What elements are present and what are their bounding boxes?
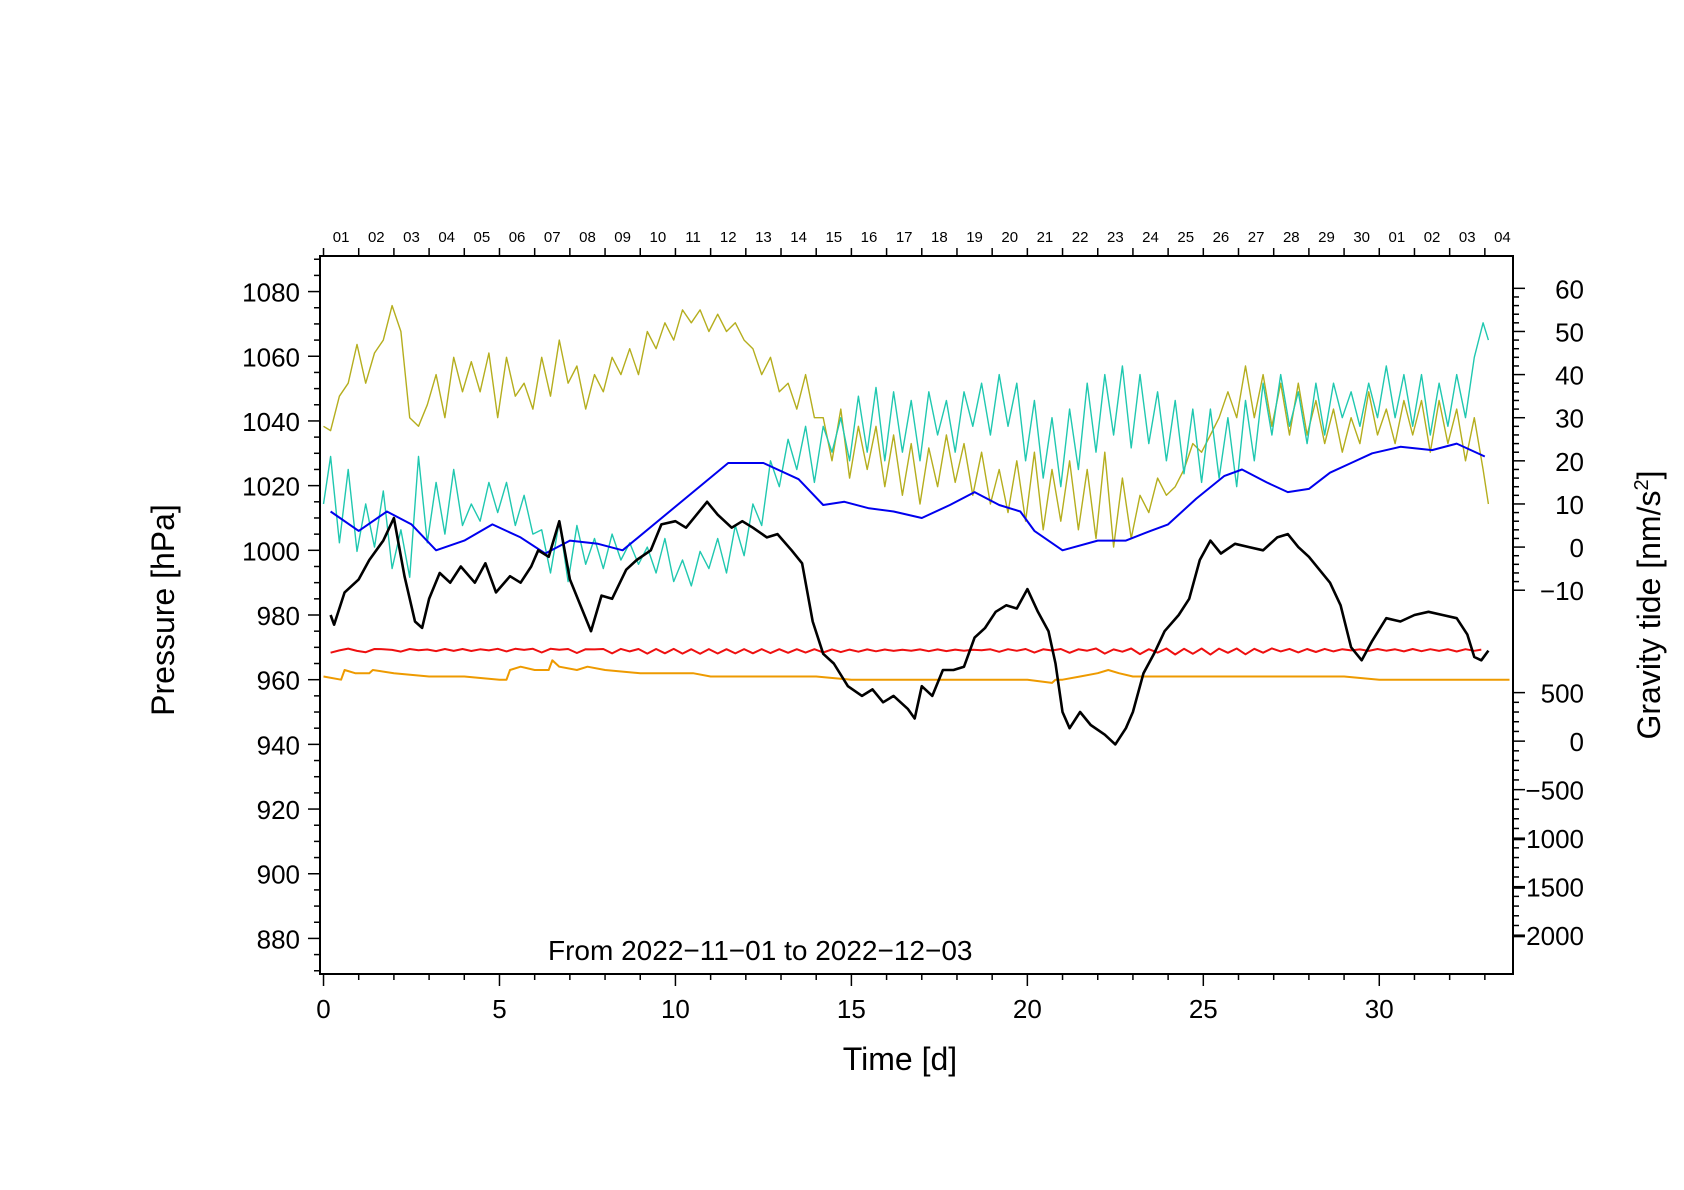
y-axis-label-right-main: Gravity tide [nm/s bbox=[1631, 491, 1667, 740]
day-label: 10 bbox=[649, 229, 666, 246]
day-label: 06 bbox=[509, 229, 526, 246]
pressure-tick-label: 1040 bbox=[242, 407, 300, 437]
pressure-tick-label: 1000 bbox=[242, 536, 300, 566]
x-axis-label: Time [d] bbox=[843, 1041, 957, 1077]
day-label: 09 bbox=[614, 229, 631, 246]
pressure-tick-label: 920 bbox=[257, 795, 300, 825]
y-axis-label-right: Gravity tide [nm/s2] bbox=[1631, 471, 1667, 740]
ticks-layer bbox=[308, 248, 1525, 986]
series-residual-pressure bbox=[323, 659, 1510, 684]
tide-lower-tick-label: −1000 bbox=[1511, 824, 1584, 854]
day-label: 01 bbox=[333, 229, 350, 246]
time-tick-label: 20 bbox=[1013, 994, 1042, 1024]
series-observed-pressure bbox=[329, 500, 1490, 746]
day-label: 02 bbox=[1424, 229, 1441, 246]
day-label: 22 bbox=[1072, 229, 1089, 246]
day-label: 14 bbox=[790, 229, 807, 246]
series-tide-red bbox=[330, 647, 1482, 656]
day-label: 02 bbox=[368, 229, 385, 246]
day-label: 07 bbox=[544, 229, 561, 246]
time-tick-label: 15 bbox=[837, 994, 866, 1024]
day-label: 18 bbox=[931, 229, 948, 246]
series-tide-olive bbox=[323, 304, 1490, 548]
day-label: 26 bbox=[1213, 229, 1230, 246]
time-tick-label: 30 bbox=[1365, 994, 1394, 1024]
day-label: 16 bbox=[861, 229, 878, 246]
day-label: 17 bbox=[896, 229, 913, 246]
tide-lower-tick-label: 500 bbox=[1541, 679, 1584, 709]
series-tide-green bbox=[322, 322, 1490, 587]
series-layer bbox=[322, 304, 1510, 746]
y-axis-label-right-sup: 2 bbox=[1631, 479, 1653, 490]
day-label: 12 bbox=[720, 229, 737, 246]
day-label: 24 bbox=[1142, 229, 1159, 246]
tide-lower-tick-label: −1500 bbox=[1511, 873, 1584, 903]
day-label: 04 bbox=[1494, 229, 1511, 246]
pressure-tick-label: 1080 bbox=[242, 278, 300, 308]
tide-upper-tick-label: 40 bbox=[1555, 361, 1584, 391]
pressure-tick-label: 1020 bbox=[242, 472, 300, 502]
day-label: 13 bbox=[755, 229, 772, 246]
pressure-tick-label: 900 bbox=[257, 860, 300, 890]
day-label: 04 bbox=[438, 229, 455, 246]
day-label: 30 bbox=[1353, 229, 1370, 246]
pressure-tick-label: 980 bbox=[257, 601, 300, 631]
time-tick-label: 10 bbox=[661, 994, 690, 1024]
labels-layer: 88090092094096098010001020104010601080−1… bbox=[242, 229, 1584, 1024]
day-label: 25 bbox=[1177, 229, 1194, 246]
plot-frame bbox=[319, 255, 1514, 975]
caption: From 2022−11−01 to 2022−12−03 bbox=[548, 935, 973, 966]
tide-upper-tick-label: −10 bbox=[1540, 576, 1584, 606]
day-label: 20 bbox=[1001, 229, 1018, 246]
day-label: 19 bbox=[966, 229, 983, 246]
day-label: 29 bbox=[1318, 229, 1335, 246]
pressure-tick-label: 960 bbox=[257, 666, 300, 696]
day-label: 03 bbox=[403, 229, 420, 246]
y-axis-label-left: Pressure [hPa] bbox=[145, 504, 181, 716]
day-label: 08 bbox=[579, 229, 596, 246]
time-tick-label: 5 bbox=[492, 994, 506, 1024]
y-axis-label-right-close: ] bbox=[1631, 471, 1667, 480]
tide-lower-tick-label: 0 bbox=[1570, 727, 1584, 757]
day-label: 01 bbox=[1389, 229, 1406, 246]
pressure-tick-label: 1060 bbox=[242, 342, 300, 372]
tide-upper-tick-label: 50 bbox=[1555, 317, 1584, 347]
tide-upper-tick-label: 0 bbox=[1570, 533, 1584, 563]
tide-upper-tick-label: 60 bbox=[1555, 274, 1584, 304]
series-predicted-pressure bbox=[330, 442, 1486, 555]
day-label: 23 bbox=[1107, 229, 1124, 246]
day-label: 03 bbox=[1459, 229, 1476, 246]
day-label: 27 bbox=[1248, 229, 1265, 246]
time-tick-label: 0 bbox=[316, 994, 330, 1024]
tide-upper-tick-label: 30 bbox=[1555, 404, 1584, 434]
tide-lower-tick-label: −500 bbox=[1525, 776, 1584, 806]
pressure-tick-label: 940 bbox=[257, 730, 300, 760]
day-label: 11 bbox=[685, 229, 701, 246]
tide-upper-tick-label: 20 bbox=[1555, 447, 1584, 477]
day-label: 28 bbox=[1283, 229, 1300, 246]
time-tick-label: 25 bbox=[1189, 994, 1218, 1024]
day-label: 05 bbox=[474, 229, 491, 246]
tide-lower-tick-label: −2000 bbox=[1511, 921, 1584, 951]
pressure-tick-label: 880 bbox=[257, 924, 300, 954]
day-label: 21 bbox=[1037, 229, 1054, 246]
day-label: 15 bbox=[825, 229, 842, 246]
tide-upper-tick-label: 10 bbox=[1555, 490, 1584, 520]
